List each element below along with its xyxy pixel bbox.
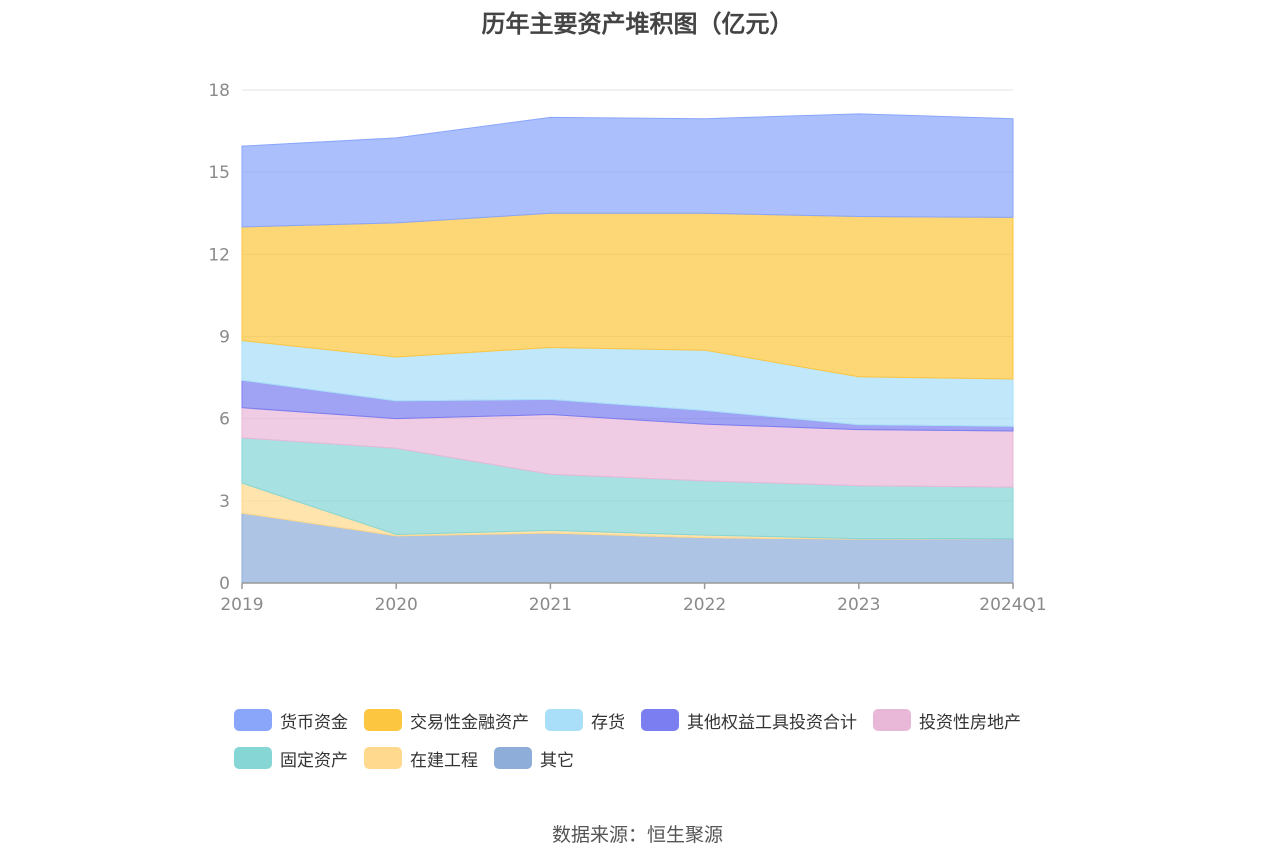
y-tick-label: 18 (208, 81, 230, 101)
area-series-7[interactable] (241, 113, 1014, 228)
y-tick-label: 15 (208, 163, 230, 183)
x-tick-label: 2024Q1 (979, 595, 1046, 615)
legend-label: 存货 (591, 712, 625, 733)
legend-label: 投资性房地产 (919, 712, 1021, 733)
legend-swatch (545, 709, 583, 731)
legend-swatch (641, 709, 679, 731)
legend-swatch (234, 709, 272, 731)
x-tick-label: 2019 (220, 595, 263, 615)
y-tick-label: 0 (219, 574, 230, 594)
legend-item[interactable]: 交易性金融资产 (364, 708, 529, 733)
legend-item[interactable]: 存货 (545, 708, 625, 733)
legend-label: 固定资产 (280, 750, 348, 771)
x-tick-label: 2020 (375, 595, 418, 615)
area-series (241, 113, 1014, 584)
legend: 货币资金 交易性金融资产 存货 其他权益工具投资合计 投资性房地产固定资产 在建工程 其它 (234, 708, 1094, 771)
y-tick-label: 9 (219, 328, 230, 348)
legend-swatch (234, 747, 272, 769)
x-tick-label: 2021 (529, 595, 572, 615)
y-tick-label: 12 (208, 245, 230, 265)
legend-label: 交易性金融资产 (410, 712, 529, 733)
chart-title: 历年主要资产堆积图（亿元） (481, 10, 794, 38)
legend-label: 其他权益工具投资合计 (687, 712, 857, 733)
legend-item[interactable]: 其它 (494, 746, 574, 771)
legend-item[interactable]: 其他权益工具投资合计 (641, 708, 857, 733)
legend-label: 其它 (540, 750, 574, 771)
source-caption: 数据来源：恒生聚源 (551, 824, 723, 846)
legend-swatch (494, 747, 532, 769)
stacked-area-chart: 0 3 6 9 12 15 18 2019 2020 2021 2022 2023 2024Q1 (208, 81, 1046, 615)
legend-swatch (873, 709, 911, 731)
legend-item[interactable]: 货币资金 (234, 708, 348, 733)
axes: 0 3 6 9 12 15 18 2019 2020 2021 2022 2023 2024Q1 (208, 81, 1046, 615)
legend-item[interactable]: 在建工程 (364, 746, 478, 771)
y-tick-label: 3 (219, 492, 230, 512)
legend-swatch (364, 709, 402, 731)
x-tick-label: 2022 (683, 595, 726, 615)
legend-label: 货币资金 (280, 712, 348, 733)
legend-swatch (364, 747, 402, 769)
legend-item[interactable]: 固定资产 (234, 746, 348, 771)
y-tick-label: 6 (219, 410, 230, 430)
legend-item[interactable]: 投资性房地产 (873, 708, 1021, 733)
legend-label: 在建工程 (410, 750, 478, 771)
x-tick-label: 2023 (837, 595, 880, 615)
